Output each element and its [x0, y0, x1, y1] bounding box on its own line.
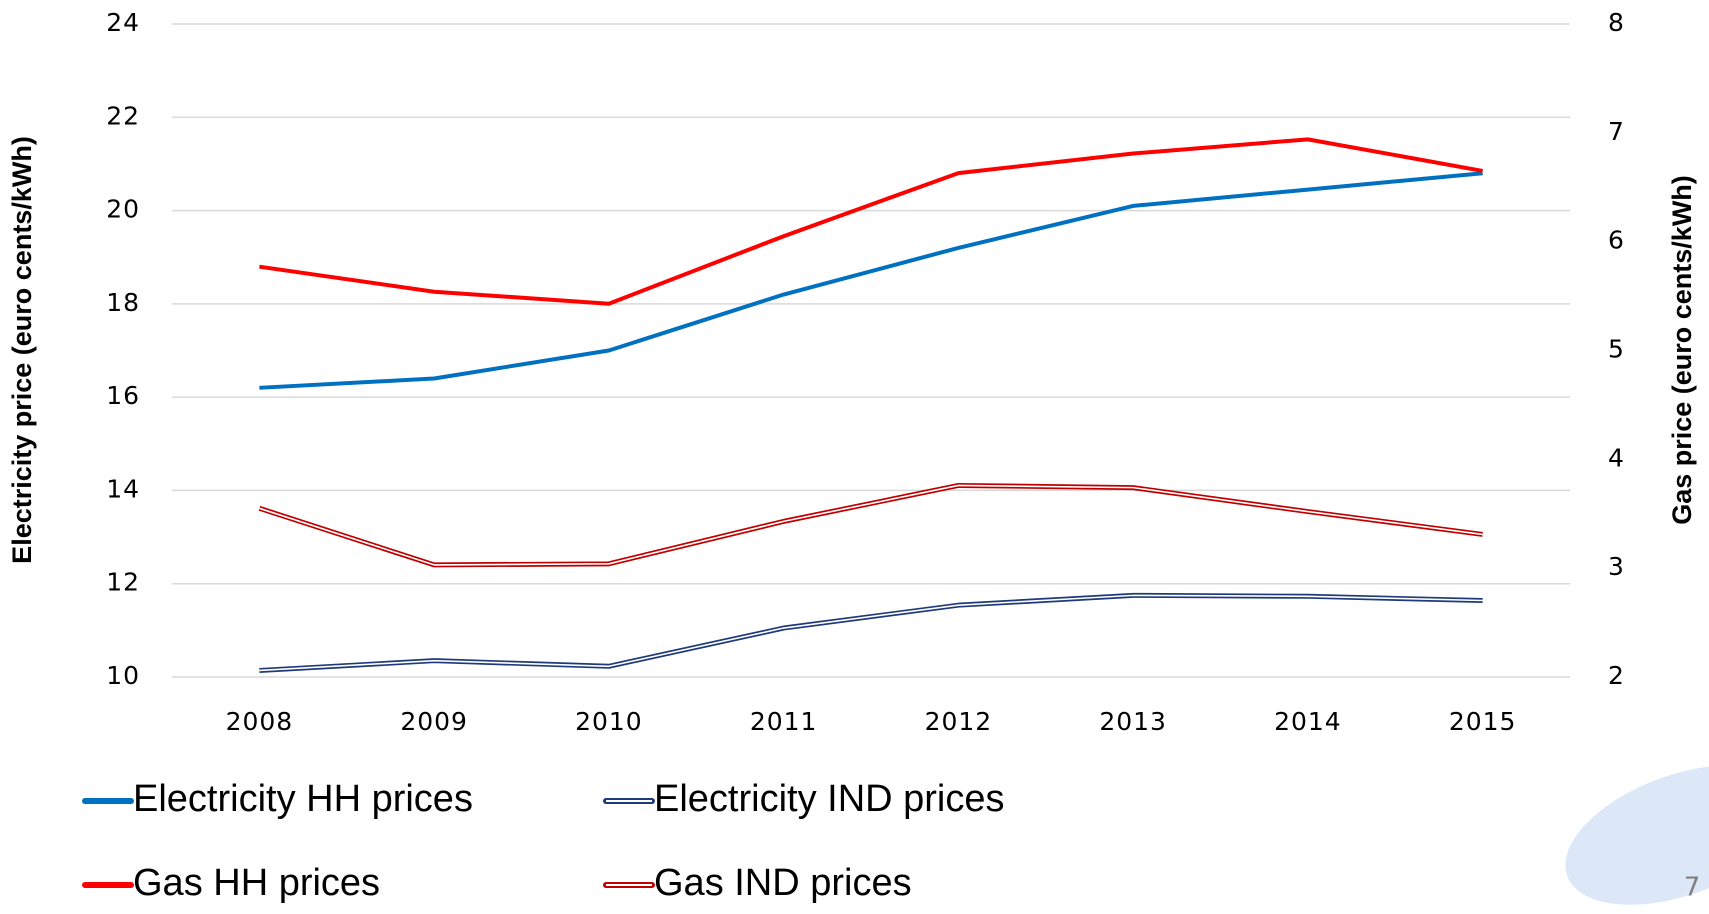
series-line: [259, 137, 1483, 306]
y-tick-label: 22: [106, 101, 140, 130]
y2-tick-label: 6: [1608, 226, 1625, 255]
series-line-inner: [259, 594, 1483, 672]
y-axis-title: Electricity price (euro cents/kWh): [7, 136, 37, 564]
page-number: 7: [1684, 873, 1701, 903]
series-line: [259, 592, 1483, 673]
y2-tick-label: 8: [1608, 8, 1625, 37]
y-tick-label: 20: [106, 195, 140, 224]
series-line: [258, 482, 1483, 568]
series-line: [259, 171, 1483, 390]
x-tick-label: 2009: [400, 707, 468, 736]
watermark-logo: [1565, 765, 1709, 905]
y2-axis-title: Gas price (euro cents/kWh): [1667, 175, 1697, 525]
y2-tick-label: 3: [1608, 552, 1625, 581]
y-tick-label: 16: [106, 381, 140, 410]
x-tick-label: 2014: [1274, 707, 1342, 736]
y2-tick-label: 7: [1608, 117, 1625, 146]
legend-label: Gas IND prices: [654, 862, 912, 904]
x-tick-label: 2008: [226, 707, 294, 736]
y2-tick-label: 4: [1608, 443, 1625, 472]
y2-tick-label: 2: [1608, 661, 1625, 690]
x-tick-label: 2011: [750, 707, 818, 736]
series-line-inner: [259, 484, 1483, 566]
y-tick-label: 10: [106, 661, 140, 690]
y2-tick-label: 5: [1608, 335, 1625, 364]
x-tick-label: 2010: [575, 707, 643, 736]
x-tick-label: 2012: [925, 707, 993, 736]
y-tick-label: 18: [106, 288, 140, 317]
legend-label: Electricity IND prices: [654, 778, 1005, 820]
legend-label: Electricity HH prices: [133, 778, 473, 820]
legend-label: Gas HH prices: [133, 862, 380, 904]
y-tick-label: 14: [106, 474, 140, 503]
y-tick-label: 24: [106, 8, 140, 37]
y-tick-label: 12: [106, 568, 140, 597]
x-tick-label: 2015: [1449, 707, 1517, 736]
x-tick-label: 2013: [1099, 707, 1167, 736]
